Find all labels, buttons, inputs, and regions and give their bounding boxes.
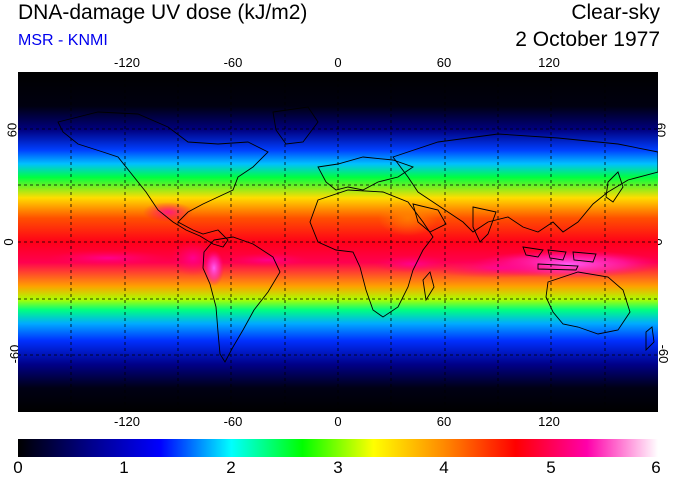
colorbar-tick: 1	[119, 458, 129, 477]
graticule	[18, 72, 658, 412]
lon-tick-top: -60	[223, 55, 243, 70]
coastlines	[57, 106, 658, 363]
colorbar-tick: 4	[439, 458, 449, 477]
lon-tick-top: -120	[113, 55, 141, 70]
lat-tick-right: -60	[655, 344, 671, 364]
lon-tick-bottom: 0	[334, 414, 342, 429]
map-title: DNA-damage UV dose (kJ/m2)	[18, 1, 308, 24]
map-date: 2 October 1977	[515, 28, 660, 51]
colorbar-tick: 5	[546, 458, 556, 477]
lon-tick-bottom: 60	[436, 414, 452, 429]
colorbar-tick: 6	[651, 458, 661, 477]
colorbar	[18, 439, 658, 457]
lon-tick-top: 0	[334, 55, 342, 70]
lon-tick-bottom: -60	[223, 414, 243, 429]
lon-tick-bottom: -120	[113, 414, 141, 429]
colorbar-tick: 3	[333, 458, 343, 477]
sky-condition: Clear-sky	[571, 1, 660, 24]
colorbar-tick: 2	[226, 458, 236, 477]
uv-dose-map	[18, 72, 658, 412]
lat-tick-left: 0	[1, 238, 17, 246]
lon-tick-bottom: 120	[538, 414, 560, 429]
lon-tick-top: 60	[436, 55, 452, 70]
lon-tick-top: 120	[538, 55, 560, 70]
source-label: MSR - KNMI	[18, 32, 108, 49]
colorbar-tick: 0	[13, 458, 23, 477]
